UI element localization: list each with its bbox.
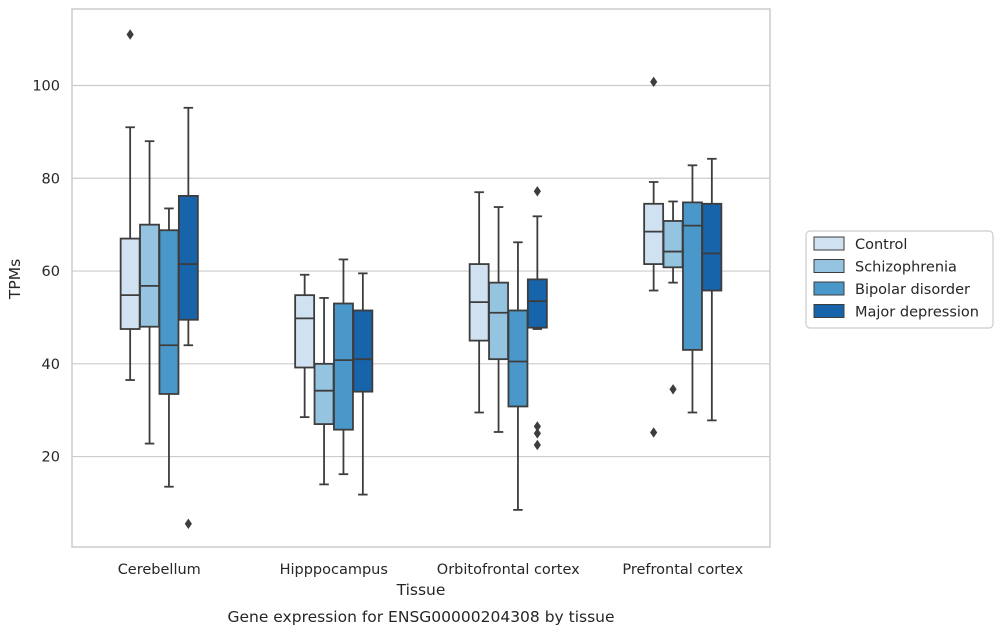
legend-label: Control [855,237,907,253]
box-iqr [643,202,665,265]
box-iqr [682,201,703,351]
outlier-point [669,384,677,395]
y-tick-label: 100 [32,79,60,95]
box-control [119,29,141,381]
x-ticks: Cerebellum Hipppocampus Orbitofrontal cort… [118,562,744,578]
legend-label: Bipolar disorder [855,282,970,298]
legend-item: Bipolar disorder [813,281,970,298]
box-iqr [333,302,354,431]
outlier-point [650,76,658,88]
legend-label: Major depression [855,305,979,321]
box-bipolar-disorder [682,164,703,414]
box-iqr [488,281,509,361]
box-control [643,76,665,438]
box-iqr [119,237,141,330]
box-schizophrenia [488,206,509,433]
outlier-point [650,427,658,438]
legend-swatch [813,259,845,273]
plot-frame [71,8,771,548]
box-schizophrenia [139,140,160,445]
box-control [468,191,490,414]
box-iqr [313,362,335,425]
box-iqr [158,229,180,395]
legend-item: Major depression [813,304,979,321]
outlier-point [533,186,541,197]
box-bipolar-disorder [158,207,180,488]
x-tick-label: Hipppocampus [280,562,388,578]
legend-swatch [813,304,845,318]
legend: Control Schizophrenia Bipolar disorder Majo… [805,230,994,329]
box-major-depression [526,186,548,451]
box-schizophrenia [662,200,684,395]
y-tick-label: 20 [42,450,60,466]
y-tick-label: 80 [42,171,60,187]
box-major-depression [701,157,723,422]
y-ticks: 20 40 60 80 100 [32,79,60,466]
box-control [294,273,316,419]
y-axis-label: TPMs [6,259,24,300]
box-schizophrenia [313,297,335,486]
boxes [119,29,723,530]
box-bipolar-disorder [507,241,529,511]
box-iqr [701,202,723,292]
outlier-point [533,421,541,432]
outlier-point [184,518,192,530]
box-iqr [526,278,548,329]
y-tick-label: 60 [42,264,60,280]
box-major-depression [352,272,374,496]
x-tick-label: Prefrontal cortex [622,562,743,578]
legend-label: Schizophrenia [855,260,957,276]
outlier-point [533,439,541,451]
box-iqr [662,220,684,269]
box-iqr [352,309,374,393]
box-iqr [177,195,199,321]
legend-item: Schizophrenia [813,259,957,276]
legend-swatch [813,236,845,251]
y-tick-label: 40 [42,357,60,373]
box-iqr [139,223,160,328]
legend-swatch [813,281,845,296]
box-bipolar-disorder [333,258,354,476]
x-tick-label: Orbitofrontal cortex [437,562,580,578]
box-major-depression [177,106,199,530]
box-iqr [507,309,529,408]
legend-frame [805,230,994,329]
box-iqr [294,294,316,369]
legend-item: Control [813,236,907,253]
x-tick-label: Cerebellum [118,562,201,578]
x-axis-label: Tissue [396,581,446,599]
outlier-point [533,428,541,439]
outlier-point [126,29,134,40]
chart-caption: Gene expression for ENSG00000204308 by t… [227,608,614,626]
